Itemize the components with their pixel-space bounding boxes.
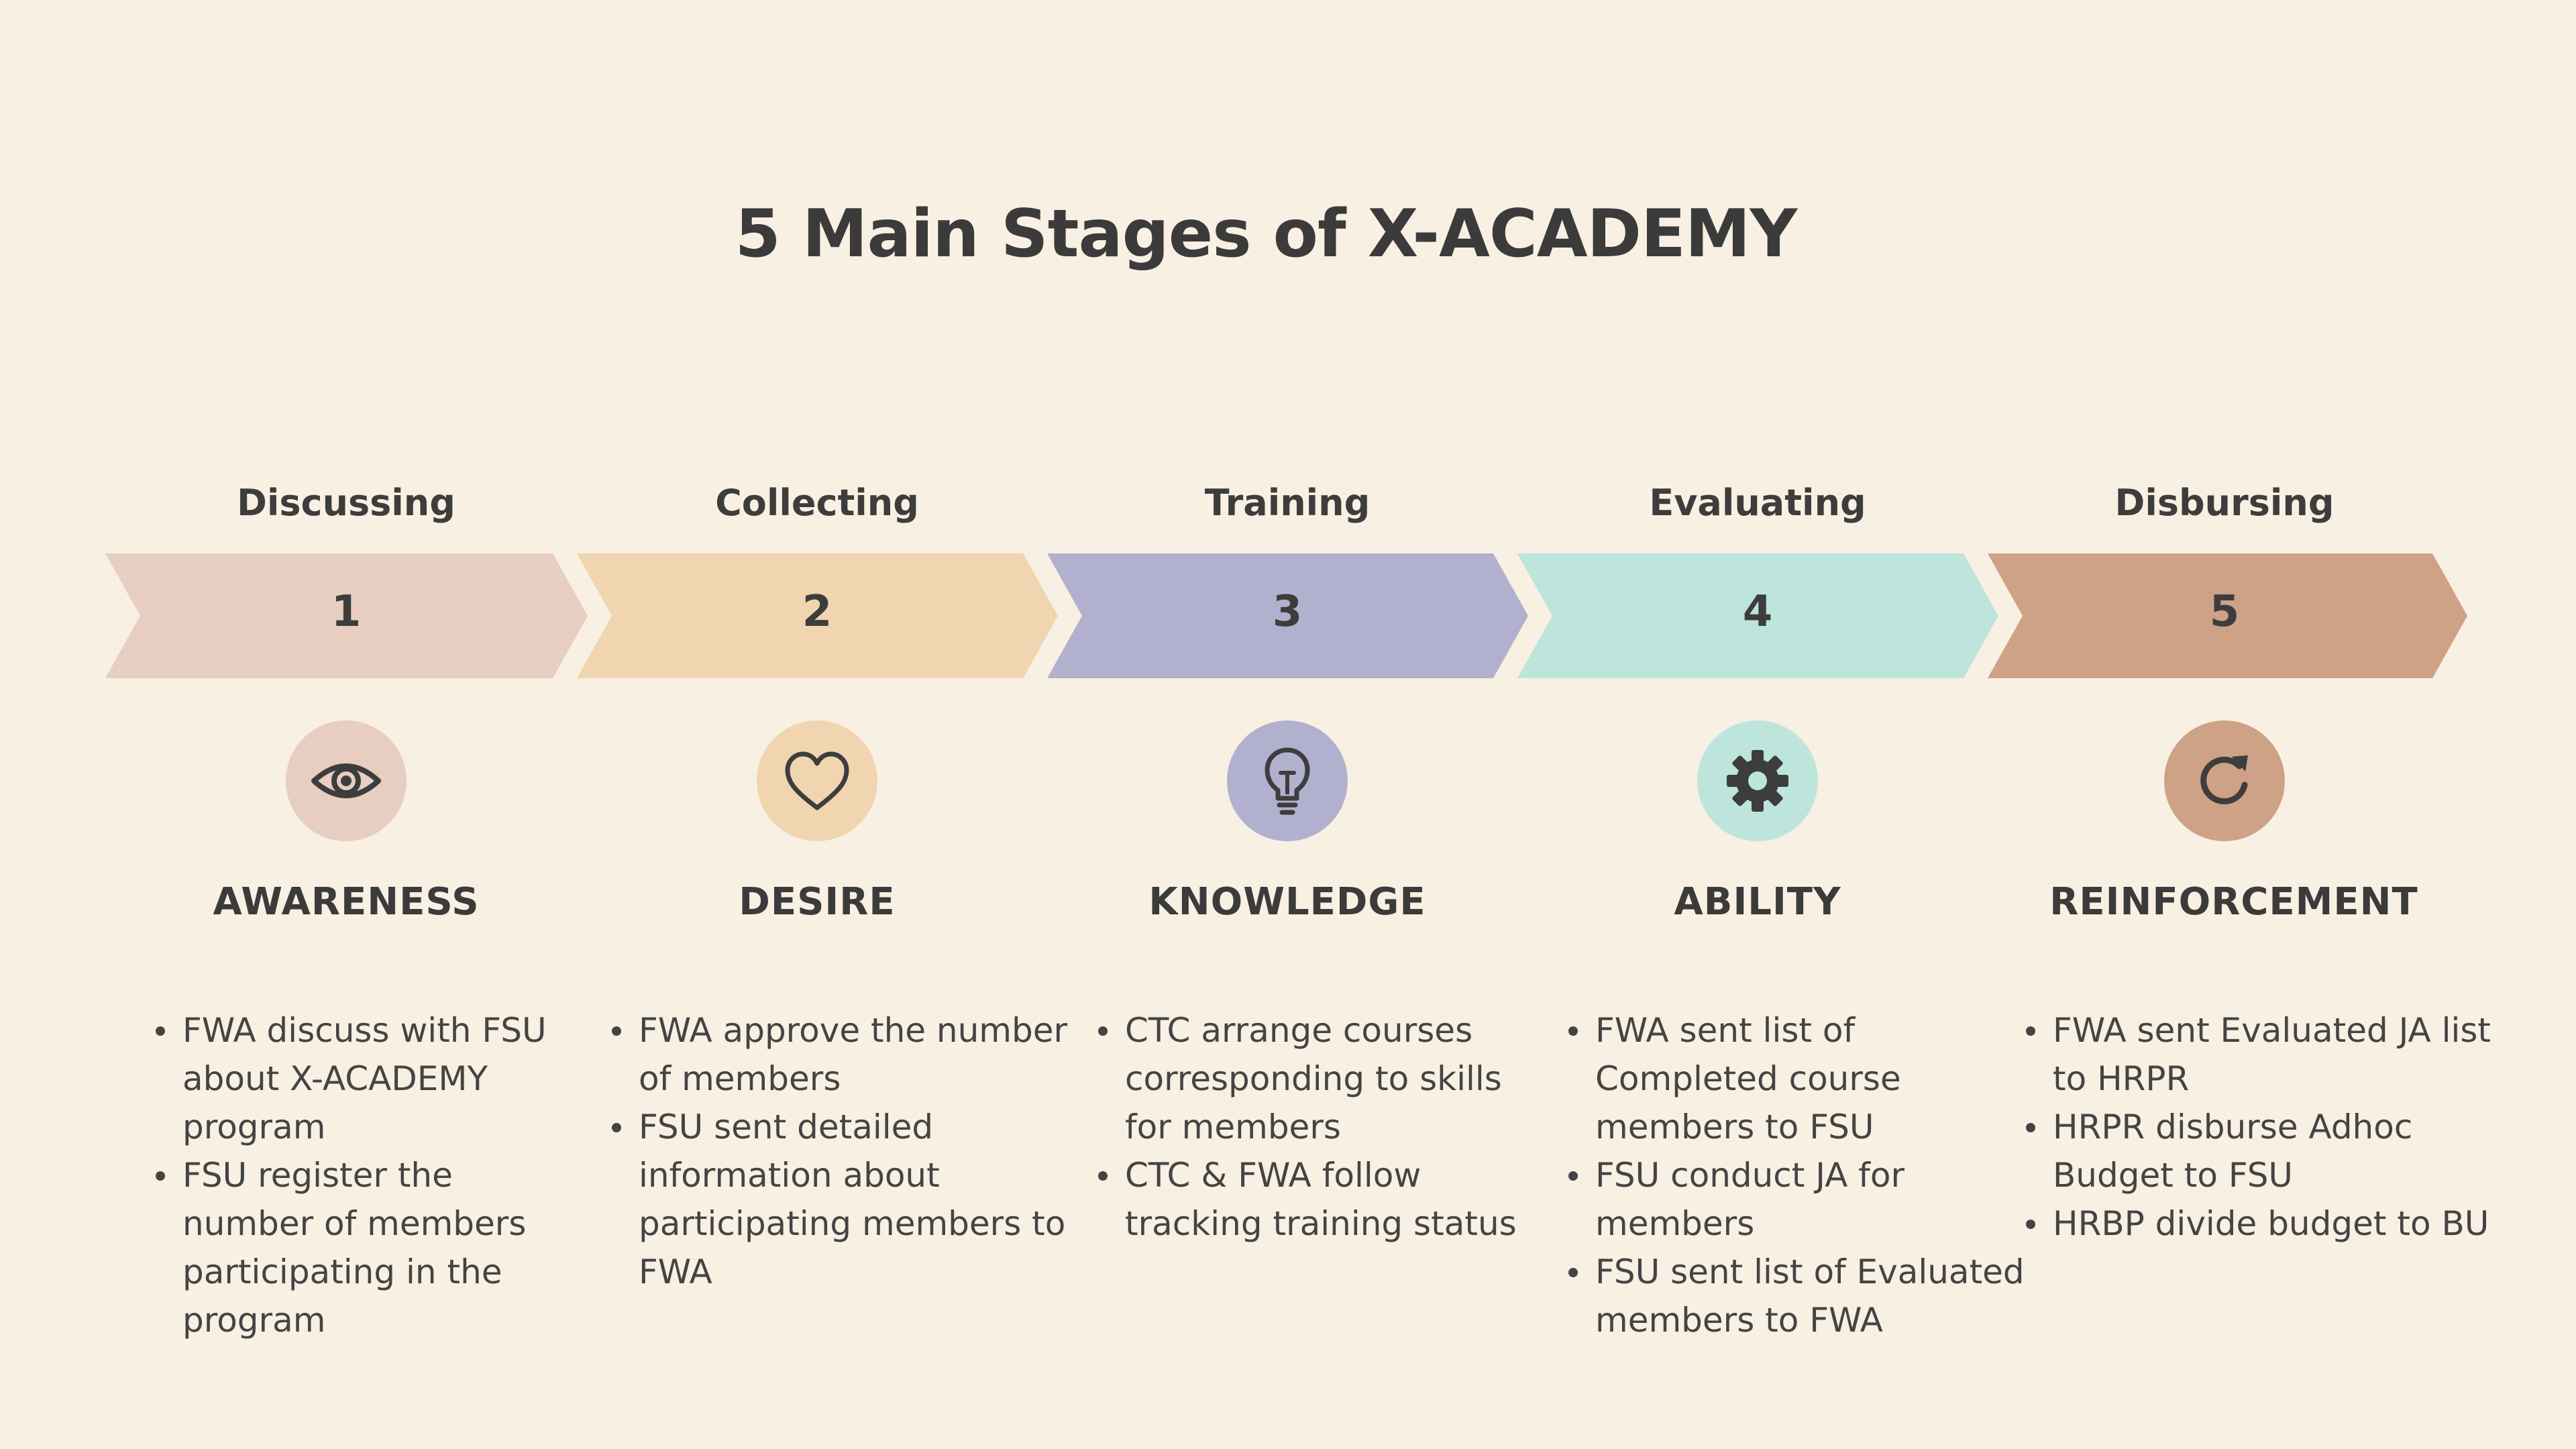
heading-knowledge: KNOWLEDGE — [1148, 880, 1426, 924]
stage-arrow-1 — [105, 553, 588, 678]
list-item: FWA discuss with FSU about X-ACADEMY pro… — [156, 1006, 585, 1151]
stage-name-discussing: Discussing — [237, 482, 455, 524]
heading-reinforcement: REINFORCEMENT — [2049, 880, 2418, 924]
list-item: FSU sent list of Evaluated members to FW… — [1568, 1248, 2025, 1344]
step-number-1: 1 — [331, 587, 362, 637]
bullets-ability: FWA sent list of Completed course member… — [1559, 1006, 2025, 1344]
list-item: HRPR disburse Adhoc Budget to FSU — [2026, 1103, 2502, 1199]
stage-name-training: Training — [1204, 482, 1371, 524]
step-number-4: 4 — [1742, 587, 1773, 637]
list-item: FWA approve the number of members — [612, 1006, 1068, 1103]
gear-icon — [1697, 720, 1818, 841]
stage-arrow-4 — [1517, 553, 1998, 678]
stage-arrow-5 — [1988, 553, 2467, 678]
heading-desire: DESIRE — [739, 880, 896, 924]
page-title: 5 Main Stages of X-ACADEMY — [735, 196, 1798, 272]
step-number-5: 5 — [2209, 587, 2240, 637]
lightbulb-icon — [1227, 720, 1348, 841]
bullets-knowledge: CTC arrange courses corresponding to ski… — [1089, 1006, 1541, 1248]
bullets-awareness: FWA discuss with FSU about X-ACADEMY pro… — [146, 1006, 585, 1344]
step-number-2: 2 — [802, 587, 833, 637]
stage-name-disbursing: Disbursing — [2114, 482, 2334, 524]
stage-arrow-2 — [577, 553, 1058, 678]
bullets-desire: FWA approve the number of members FSU se… — [602, 1006, 1068, 1296]
heart-icon — [757, 720, 877, 841]
stage-name-collecting: Collecting — [715, 482, 919, 524]
list-item: FWA sent list of Completed course member… — [1568, 1006, 2025, 1151]
stage-name-evaluating: Evaluating — [1649, 482, 1866, 524]
list-item: FSU conduct JA for members — [1568, 1151, 2025, 1248]
list-item: CTC arrange courses corresponding to ski… — [1098, 1006, 1541, 1151]
stage-arrow-3 — [1047, 553, 1528, 678]
heading-awareness: AWARENESS — [213, 880, 480, 924]
list-item: HRBP divide budget to BU — [2026, 1199, 2502, 1248]
heading-ability: ABILITY — [1674, 880, 1841, 924]
list-item: FWA sent Evaluated JA list to HRPR — [2026, 1006, 2502, 1103]
bullets-reinforcement: FWA sent Evaluated JA list to HRPR HRPR … — [2017, 1006, 2502, 1248]
step-number-3: 3 — [1272, 587, 1303, 637]
eye-icon — [286, 720, 407, 841]
refresh-icon — [2164, 720, 2285, 841]
list-item: FSU sent detailed information about part… — [612, 1103, 1068, 1296]
list-item: CTC & FWA follow tracking training statu… — [1098, 1151, 1541, 1248]
list-item: FSU register the number of members parti… — [156, 1151, 585, 1344]
